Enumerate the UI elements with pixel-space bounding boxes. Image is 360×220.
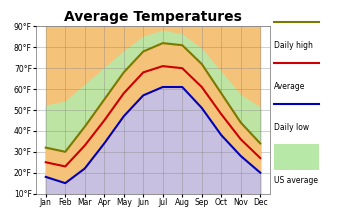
- FancyBboxPatch shape: [274, 144, 319, 170]
- Text: US average: US average: [274, 176, 318, 185]
- Text: Daily high: Daily high: [274, 41, 312, 50]
- Text: Daily low: Daily low: [274, 123, 309, 132]
- Title: Average Temperatures: Average Temperatures: [64, 10, 242, 24]
- Text: Average: Average: [274, 82, 305, 91]
